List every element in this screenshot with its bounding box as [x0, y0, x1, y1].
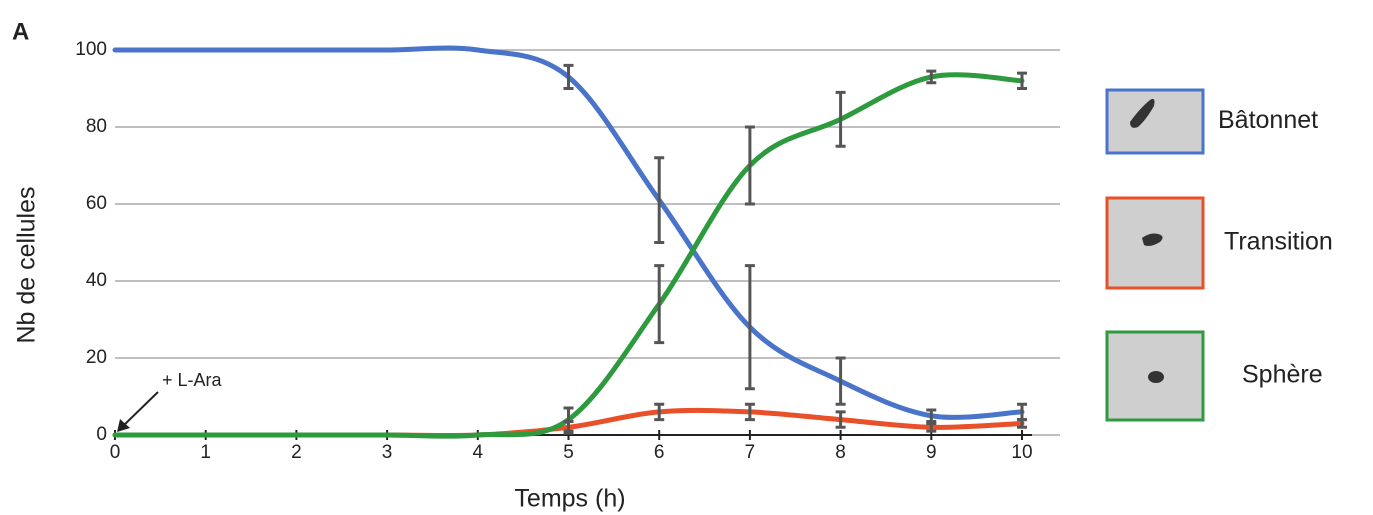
y-tick-label: 100: [75, 39, 107, 60]
legend-label: Sphère: [1242, 361, 1323, 389]
x-tick-label: 8: [835, 442, 846, 463]
cell-image: [1148, 371, 1164, 383]
panel-label: A: [12, 18, 29, 45]
error-bar: [835, 356, 846, 406]
legend-swatch: [1105, 88, 1205, 155]
error-bar: [926, 408, 937, 424]
x-axis-title: Temps (h): [514, 485, 625, 513]
error-bar: [926, 69, 937, 85]
x-tick-label: 6: [654, 442, 665, 463]
error-bar: [654, 402, 665, 422]
x-tick-label: 3: [382, 442, 393, 463]
y-tick-label: 0: [96, 424, 107, 445]
error-bar: [563, 406, 574, 433]
x-tick-label: 10: [1011, 442, 1032, 463]
x-tick-label: 5: [563, 442, 574, 463]
y-tick-label: 40: [86, 270, 107, 291]
error-bar: [835, 410, 846, 429]
error-bar: [926, 421, 937, 433]
x-tick-label: 7: [745, 442, 756, 463]
annotation-arrow: [120, 391, 159, 429]
error-bar: [744, 264, 755, 391]
x-tick-label: 4: [473, 442, 484, 463]
error-bar: [654, 156, 665, 244]
x-tick-label: 1: [200, 442, 211, 463]
cell-image: [1142, 233, 1163, 246]
error-bar: [654, 264, 665, 345]
x-tick-label: 2: [291, 442, 302, 463]
annotation: + L-Ara: [162, 370, 223, 390]
legend-label: Transition: [1224, 228, 1333, 256]
error-bar: [744, 402, 755, 422]
arrow-head: [117, 419, 130, 432]
error-bar: [1017, 418, 1027, 429]
y-axis-title: Nb de cellules: [13, 186, 41, 343]
error-bar: [835, 90, 846, 148]
legend-label: Bâtonnet: [1218, 106, 1318, 134]
cell-image: [1130, 98, 1155, 128]
error-bar: [744, 125, 755, 206]
series-line: [112, 72, 1025, 439]
x-tick-label: 9: [926, 442, 937, 463]
series-line: [112, 45, 1025, 420]
x-tick-label: 0: [110, 442, 121, 463]
error-bar: [1017, 71, 1027, 90]
y-tick-label: 20: [86, 347, 107, 368]
y-tick-label: 60: [86, 193, 107, 214]
error-bar: [563, 63, 574, 90]
y-tick-label: 80: [86, 116, 107, 137]
